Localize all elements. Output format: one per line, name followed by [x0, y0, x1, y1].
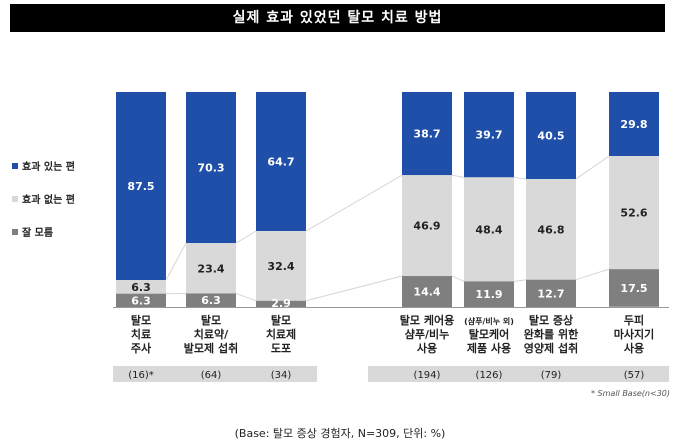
- legend-item-unknown: 잘 모름: [12, 224, 53, 239]
- data-label: 46.9: [413, 220, 440, 233]
- bar-segment: [116, 280, 166, 294]
- small-base-note: * Small Base(n<30): [591, 389, 670, 398]
- data-label: 70.3: [197, 162, 224, 175]
- data-label: 14.4: [413, 286, 440, 299]
- connector-line: [451, 174, 465, 178]
- connector-line: [235, 230, 257, 244]
- category-label: 마사지기: [614, 327, 654, 341]
- legend-label: 잘 모름: [22, 228, 54, 239]
- bar-segment: [116, 293, 166, 308]
- data-label: 87.5: [127, 180, 154, 193]
- connector-line: [305, 174, 403, 232]
- bar-segment: [402, 92, 452, 176]
- base-row-right-bg: [368, 366, 669, 382]
- category-label: 탈모: [271, 314, 291, 327]
- bar-segment: [402, 276, 452, 307]
- connector-line: [513, 279, 527, 282]
- base-count: (57): [624, 370, 645, 381]
- base-count: (64): [201, 370, 222, 381]
- base-row-left-bg: [113, 366, 317, 382]
- bar-segment: [402, 175, 452, 277]
- category-label: 탈모 증상: [529, 313, 573, 327]
- data-label: 40.5: [537, 130, 564, 143]
- bar-segment: [256, 92, 306, 232]
- bar-segment: [256, 231, 306, 301]
- data-label: 11.9: [475, 288, 502, 301]
- legend-item-effective: 효과 있는 편: [12, 158, 75, 173]
- bar-segment: [609, 156, 659, 270]
- bar-segment: [464, 281, 514, 307]
- data-label: 12.7: [537, 287, 564, 300]
- bar-segment: [186, 243, 236, 294]
- connector-line: [575, 268, 610, 281]
- category-label: 완화를 위한: [524, 327, 578, 341]
- base-count: (126): [476, 370, 503, 381]
- legend-swatch: [12, 195, 18, 202]
- data-label: 46.8: [537, 223, 564, 236]
- base-count: (34): [271, 370, 292, 381]
- category-label: 사용: [417, 341, 437, 355]
- legend-swatch: [12, 228, 18, 235]
- category-label: 치료: [131, 327, 151, 341]
- data-label: 29.8: [620, 118, 647, 131]
- connector-line: [451, 275, 465, 282]
- bar-segment: [186, 293, 236, 307]
- bar-segment: [464, 177, 514, 282]
- data-label: 64.7: [267, 156, 294, 169]
- bar-segment: [526, 179, 576, 280]
- base-footnote: (Base: 탈모 증상 경험자, N=309, 단위: %): [234, 427, 446, 440]
- bar-segment: [526, 92, 576, 180]
- legend-swatch: [12, 162, 18, 169]
- data-label: 6.3: [131, 281, 151, 294]
- category-label: 탈모: [131, 314, 151, 327]
- category-label: 치료약/: [194, 327, 229, 341]
- legend-label: 효과 없는 편: [22, 195, 75, 206]
- data-label: 2.9: [271, 297, 291, 310]
- category-label: 제품 사용: [467, 341, 511, 355]
- data-label: 23.4: [197, 262, 224, 275]
- bar-segment: [609, 92, 659, 157]
- data-label: 38.7: [413, 128, 440, 141]
- bar-segment: [526, 279, 576, 307]
- category-label: 치료제: [266, 327, 296, 341]
- category-label: 샴푸/비누: [405, 327, 450, 341]
- category-label: 탈모 케어용: [400, 313, 454, 327]
- category-label: 두피: [624, 313, 644, 327]
- data-label: 48.4: [475, 223, 502, 236]
- category-label: 주사: [131, 341, 152, 355]
- bar-segment: [464, 92, 514, 178]
- data-label: 17.5: [620, 282, 647, 295]
- connector-line: [305, 275, 403, 302]
- data-label: 52.6: [620, 207, 647, 220]
- bar-segment: [186, 92, 236, 244]
- bar-segment: [116, 92, 166, 281]
- chart-title: 실제 효과 있었던 탈모 치료 방법: [10, 4, 665, 32]
- legend-item-not-effective: 효과 없는 편: [12, 191, 75, 206]
- category-label: 도포: [271, 342, 291, 355]
- category-label: 탈모케어: [469, 327, 509, 341]
- connector-line: [235, 292, 257, 302]
- data-label: 39.7: [475, 129, 502, 142]
- connector-line: [575, 155, 610, 180]
- connector-line: [513, 176, 527, 180]
- data-label: 6.3: [131, 294, 151, 307]
- connector-line: [165, 242, 187, 281]
- category-label: 사용: [624, 341, 644, 355]
- category-label: 영양제 섭취: [524, 341, 578, 355]
- legend-label: 효과 있는 편: [22, 162, 75, 173]
- base-count: (16)*: [128, 370, 154, 381]
- data-label: 32.4: [267, 260, 294, 273]
- bar-segment: [256, 300, 306, 307]
- data-label: 6.3: [201, 294, 221, 307]
- base-count: (194): [414, 370, 441, 381]
- base-count: (79): [541, 370, 562, 381]
- category-label: 발모제 섭취: [184, 341, 238, 355]
- category-label: (샴푸/비누 외): [464, 316, 514, 326]
- bar-segment: [609, 269, 659, 307]
- category-label: 탈모: [201, 314, 221, 327]
